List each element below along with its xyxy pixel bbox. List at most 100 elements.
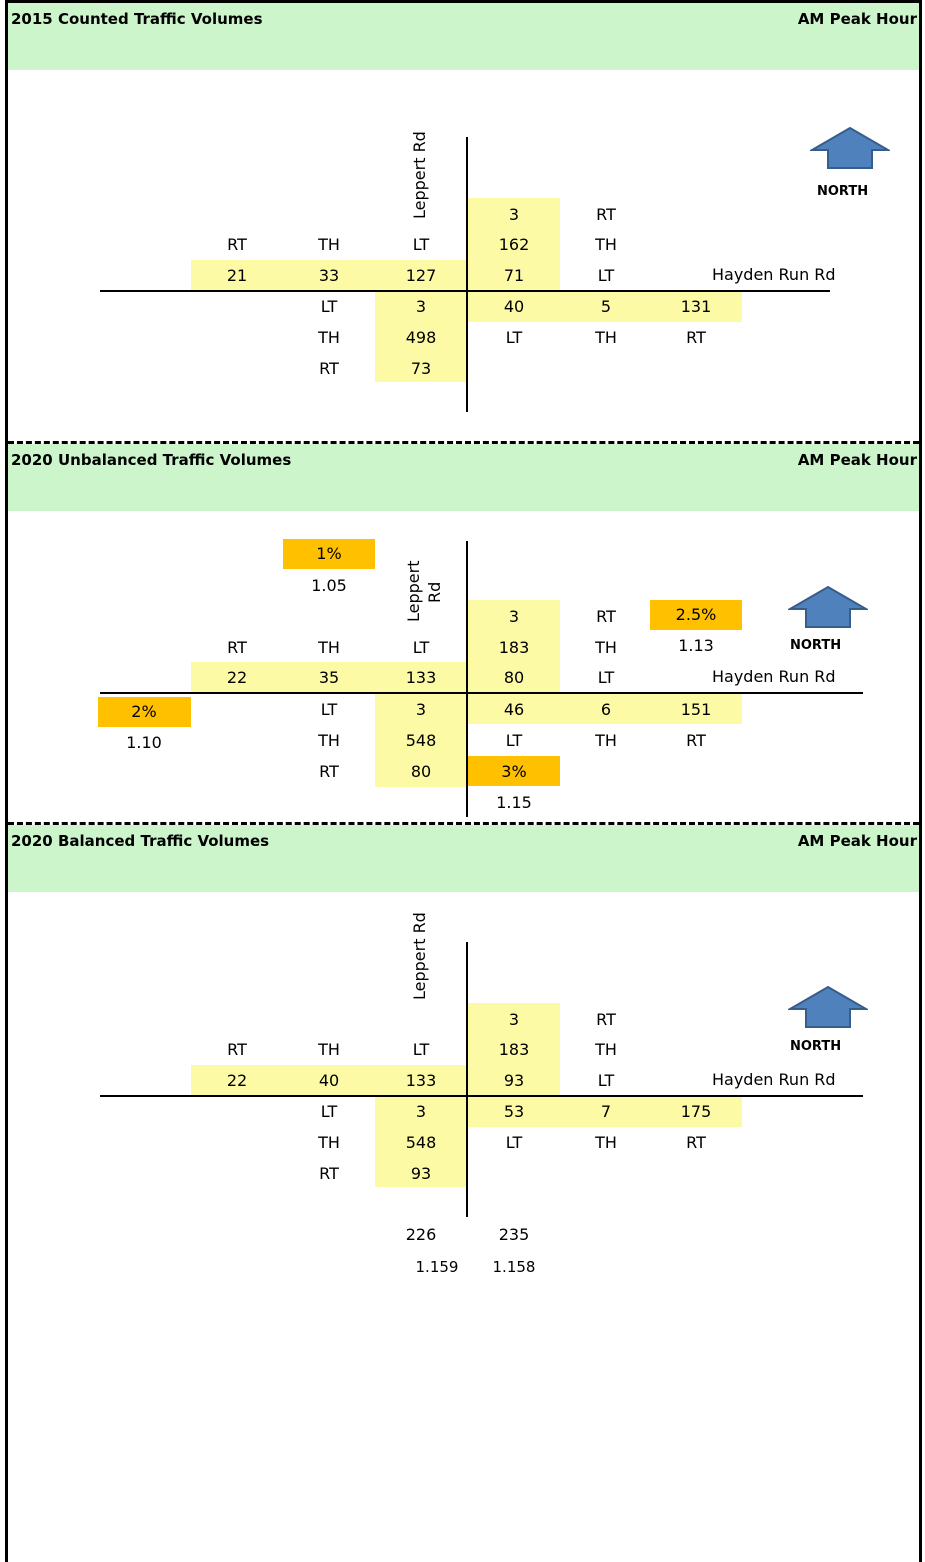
ns-road-label-line2: Rd bbox=[425, 581, 444, 603]
balance-right-factor: 1.158 bbox=[492, 1258, 536, 1276]
eastbound-th-label: TH bbox=[595, 731, 617, 750]
northbound-rt-volume: 80 bbox=[410, 762, 432, 781]
southbound-rt-volume: 22 bbox=[226, 1071, 248, 1090]
peak-hour-label: AM Peak Hour bbox=[797, 10, 917, 28]
northbound-lt-volume: 3 bbox=[415, 297, 427, 316]
eastbound-rt-volume: 151 bbox=[680, 700, 712, 719]
west-growth-factor: 1.10 bbox=[126, 733, 162, 752]
westbound-th-volume: 183 bbox=[498, 638, 530, 657]
southbound-rt-label: RT bbox=[227, 1040, 247, 1059]
northbound-th-label: TH bbox=[318, 731, 340, 750]
eastbound-rt-label: RT bbox=[686, 731, 706, 750]
westbound-rt-label: RT bbox=[596, 205, 616, 224]
section-divider bbox=[8, 822, 919, 825]
north-growth-box bbox=[283, 539, 375, 569]
east-growth-rate: 2.5% bbox=[675, 605, 717, 624]
northbound-highlight bbox=[375, 1097, 466, 1187]
north-label: NORTH bbox=[790, 638, 842, 653]
eastbound-lt-label: LT bbox=[505, 328, 523, 347]
north-label: NORTH bbox=[790, 1039, 842, 1054]
westbound-highlight bbox=[468, 600, 560, 692]
northbound-lt-volume: 3 bbox=[415, 700, 427, 719]
frame-top-border bbox=[5, 0, 922, 3]
ew-road-line bbox=[100, 290, 830, 292]
northbound-lt-label: LT bbox=[320, 297, 338, 316]
section-title: 2020 Unbalanced Traffic Volumes bbox=[11, 451, 292, 469]
westbound-th-label: TH bbox=[595, 235, 617, 254]
peak-hour-label: AM Peak Hour bbox=[797, 832, 917, 850]
section-header: 2020 Balanced Traffic Volumes AM Peak Ho… bbox=[8, 825, 919, 892]
southbound-rt-label: RT bbox=[227, 638, 247, 657]
ns-road-label-line1: Leppert bbox=[404, 560, 423, 622]
west-growth-box bbox=[98, 697, 191, 727]
northbound-lt-label: LT bbox=[320, 700, 338, 719]
northbound-highlight bbox=[375, 292, 466, 382]
westbound-th-label: TH bbox=[595, 638, 617, 657]
north-label: NORTH bbox=[817, 184, 869, 199]
eastbound-rt-label: RT bbox=[686, 1133, 706, 1152]
westbound-th-label: TH bbox=[595, 1040, 617, 1059]
northbound-highlight bbox=[375, 694, 466, 787]
northbound-th-volume: 548 bbox=[405, 731, 437, 750]
northbound-rt-label: RT bbox=[319, 762, 339, 781]
south-growth-factor: 1.15 bbox=[496, 793, 532, 812]
westbound-highlight bbox=[468, 1003, 560, 1095]
eastbound-th-volume: 5 bbox=[600, 297, 612, 316]
north-growth-factor: 1.05 bbox=[311, 576, 347, 595]
southbound-lt-label: LT bbox=[412, 235, 430, 254]
westbound-rt-label: RT bbox=[596, 607, 616, 626]
southbound-lt-volume: 133 bbox=[405, 668, 437, 687]
westbound-lt-label: LT bbox=[597, 266, 615, 285]
westbound-lt-volume: 71 bbox=[503, 266, 525, 285]
northbound-th-label: TH bbox=[318, 328, 340, 347]
westbound-rt-volume: 3 bbox=[508, 1010, 520, 1029]
ew-road-label: Hayden Run Rd bbox=[712, 667, 836, 686]
eastbound-th-volume: 6 bbox=[600, 700, 612, 719]
eastbound-lt-volume: 46 bbox=[503, 700, 525, 719]
southbound-rt-volume: 21 bbox=[226, 266, 248, 285]
ns-road-label: Leppert Rd bbox=[410, 912, 429, 1000]
southbound-lt-volume: 133 bbox=[405, 1071, 437, 1090]
frame-right-border bbox=[919, 0, 922, 1562]
southbound-lt-volume: 127 bbox=[405, 266, 437, 285]
westbound-rt-volume: 3 bbox=[508, 607, 520, 626]
south-growth-box bbox=[468, 756, 560, 786]
eastbound-highlight bbox=[468, 1097, 742, 1127]
eastbound-lt-volume: 53 bbox=[503, 1102, 525, 1121]
westbound-lt-volume: 80 bbox=[503, 668, 525, 687]
southbound-highlight bbox=[191, 662, 466, 692]
southbound-rt-label: RT bbox=[227, 235, 247, 254]
northbound-rt-volume: 93 bbox=[410, 1164, 432, 1183]
ns-road-line bbox=[466, 541, 468, 817]
eastbound-lt-label: LT bbox=[505, 1133, 523, 1152]
ew-road-line bbox=[100, 1095, 863, 1097]
balance-left-total: 226 bbox=[405, 1225, 437, 1244]
westbound-rt-volume: 3 bbox=[508, 205, 520, 224]
southbound-rt-volume: 22 bbox=[226, 668, 248, 687]
southbound-highlight bbox=[191, 260, 466, 290]
westbound-rt-label: RT bbox=[596, 1010, 616, 1029]
section-title: 2015 Counted Traffic Volumes bbox=[11, 10, 263, 28]
south-growth-rate: 3% bbox=[501, 762, 527, 781]
eastbound-th-label: TH bbox=[595, 328, 617, 347]
westbound-highlight bbox=[468, 198, 560, 290]
southbound-th-label: TH bbox=[318, 235, 340, 254]
southbound-th-volume: 33 bbox=[318, 266, 340, 285]
eastbound-th-volume: 7 bbox=[600, 1102, 612, 1121]
southbound-th-label: TH bbox=[318, 638, 340, 657]
westbound-lt-volume: 93 bbox=[503, 1071, 525, 1090]
balance-left-factor: 1.159 bbox=[415, 1258, 459, 1276]
east-growth-box bbox=[650, 600, 742, 630]
section-header: 2015 Counted Traffic Volumes AM Peak Hou… bbox=[8, 3, 919, 70]
eastbound-th-label: TH bbox=[595, 1133, 617, 1152]
westbound-th-volume: 162 bbox=[498, 235, 530, 254]
southbound-lt-label: LT bbox=[412, 1040, 430, 1059]
section-header: 2020 Unbalanced Traffic Volumes AM Peak … bbox=[8, 444, 919, 511]
northbound-lt-label: LT bbox=[320, 1102, 338, 1121]
southbound-highlight bbox=[191, 1065, 466, 1095]
eastbound-highlight bbox=[468, 694, 742, 724]
southbound-th-label: TH bbox=[318, 1040, 340, 1059]
ew-road-line bbox=[100, 692, 863, 694]
north-arrow-icon bbox=[786, 585, 870, 633]
north-growth-rate: 1% bbox=[316, 544, 342, 563]
